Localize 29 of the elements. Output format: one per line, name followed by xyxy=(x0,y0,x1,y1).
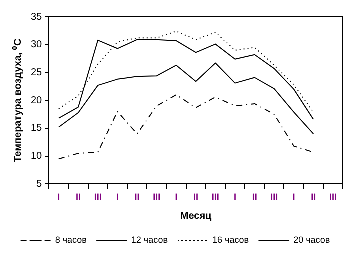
x-tick-label: II xyxy=(252,192,258,202)
legend-label: 20 часов xyxy=(294,234,330,245)
x-axis-title: Месяц xyxy=(180,210,213,222)
y-tick-label: 5 xyxy=(36,178,43,190)
x-tick-label: I xyxy=(58,192,60,202)
x-tick-label: III xyxy=(329,192,337,202)
x-tick-label: I xyxy=(116,192,119,202)
x-tick-label: II xyxy=(76,192,82,202)
x-tick-label: III xyxy=(270,192,278,202)
y-tick-label: 25 xyxy=(31,67,43,78)
line-series xyxy=(58,94,314,160)
y-tick-label: 10 xyxy=(31,151,43,162)
x-tick-label: II xyxy=(311,192,316,202)
x-tick-label: I xyxy=(234,192,237,202)
x-tick-label: I xyxy=(292,192,296,202)
legend-label: 12 часов xyxy=(131,234,168,245)
y-tick-label: 35 xyxy=(31,12,43,23)
x-tick-label: III xyxy=(94,192,102,202)
y-axis-title: Температура воздуха, ⁰C xyxy=(12,38,24,162)
x-tick-label: II xyxy=(134,192,140,202)
x-tick-label: III xyxy=(153,192,161,202)
x-tick-label: II xyxy=(194,192,199,202)
y-tick-label: 20 xyxy=(31,95,43,106)
legend-label: 8 часов xyxy=(55,234,88,245)
legend-label: 16 часов xyxy=(212,234,250,245)
x-tick-label: I xyxy=(175,192,178,202)
y-tick-label: 30 xyxy=(31,40,43,51)
y-tick-label: 15 xyxy=(31,123,43,134)
x-tick-label: III xyxy=(212,192,220,202)
